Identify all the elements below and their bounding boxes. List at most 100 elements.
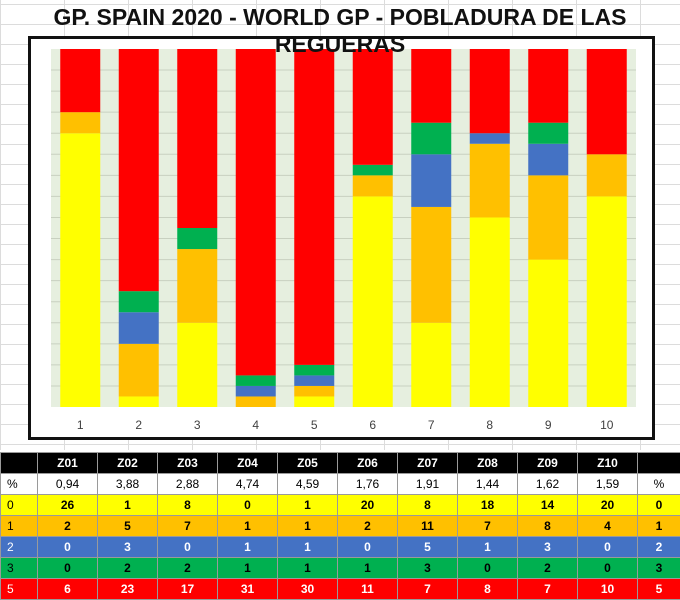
bar-segment-0 (528, 260, 568, 407)
table-row-5: 5 6 23 17 31 30 11 7 8 7 10 5 (1, 579, 680, 600)
table-cell: 1,62 (518, 474, 578, 495)
bar-segment-5 (528, 49, 568, 123)
table-cell: 6 (38, 579, 98, 600)
bar-segment-1 (60, 112, 100, 133)
bar-segment-0 (470, 217, 510, 407)
table-cell: 20 (578, 495, 638, 516)
table-cell: 0 (38, 558, 98, 579)
bar-segment-3 (177, 228, 217, 249)
table-cell: 8 (458, 579, 518, 600)
bar-segment-1 (353, 175, 393, 196)
bar-segment-1 (587, 154, 627, 196)
table-cell: 1,59 (578, 474, 638, 495)
table-cell: 1 (218, 537, 278, 558)
table-cell: 2 (158, 558, 218, 579)
table-cell: 18 (458, 495, 518, 516)
table-cell: 0,94 (38, 474, 98, 495)
table-row-percent: % 0,94 3,88 2,88 4,74 4,59 1,76 1,91 1,4… (1, 474, 680, 495)
bar-segment-5 (411, 49, 451, 123)
table-cell: 1 (218, 516, 278, 537)
zone-header: Z02 (98, 453, 158, 474)
bar-segment-3 (294, 365, 334, 376)
bar-segment-2 (236, 386, 276, 397)
bar-segment-0 (587, 196, 627, 407)
table-cell: 1 (218, 558, 278, 579)
table-cell: 3 (518, 537, 578, 558)
table-row-2: 2 0 3 0 1 1 0 5 1 3 0 2 (1, 537, 680, 558)
bar-segment-0 (353, 196, 393, 407)
bar-segment-2 (119, 312, 159, 344)
x-tick-label: 7 (428, 418, 435, 432)
table-cell: 0 (158, 537, 218, 558)
table-cell: 8 (398, 495, 458, 516)
table-cell: 7 (458, 516, 518, 537)
table-cell: 2 (38, 516, 98, 537)
bar-segment-1 (411, 207, 451, 323)
row-label: 5 (1, 579, 38, 600)
table-cell: 7 (158, 516, 218, 537)
table-corner (1, 453, 38, 474)
table-cell: 7 (518, 579, 578, 600)
table-cell: 3 (398, 558, 458, 579)
table-cell: 31 (218, 579, 278, 600)
bar-segment-1 (236, 396, 276, 407)
x-tick-label: 3 (194, 418, 201, 432)
bar-segment-3 (236, 375, 276, 386)
table-cell: 23 (98, 579, 158, 600)
table-cell: 10 (578, 579, 638, 600)
table-cell: 14 (518, 495, 578, 516)
table-cell: 0 (338, 537, 398, 558)
row-label-right: 2 (638, 537, 680, 558)
table-cell: 1 (278, 558, 338, 579)
bar-segment-0 (411, 323, 451, 407)
x-tick-label: 8 (486, 418, 493, 432)
row-label-right: % (638, 474, 680, 495)
table-row-0: 0 26 1 8 0 1 20 8 18 14 20 0 (1, 495, 680, 516)
bar-segment-2 (528, 144, 568, 176)
bar-segment-0 (177, 323, 217, 407)
table-cell: 4 (578, 516, 638, 537)
table-cell: 1 (338, 558, 398, 579)
table-cell: 26 (38, 495, 98, 516)
bar-segment-1 (294, 386, 334, 397)
table-cell: 2,88 (158, 474, 218, 495)
table-cell: 8 (518, 516, 578, 537)
table-cell: 3 (98, 537, 158, 558)
bar-segment-3 (353, 165, 393, 176)
table-cell: 1 (278, 537, 338, 558)
bar-segment-1 (528, 175, 568, 259)
table-cell: 7 (398, 579, 458, 600)
table-cell: 11 (338, 579, 398, 600)
row-label-right: 3 (638, 558, 680, 579)
table-corner-right (638, 453, 680, 474)
bar-segment-0 (60, 133, 100, 407)
bar-segment-3 (411, 123, 451, 155)
row-label: 1 (1, 516, 38, 537)
table-cell: 2 (518, 558, 578, 579)
zone-header: Z09 (518, 453, 578, 474)
table-cell: 1,91 (398, 474, 458, 495)
zone-header: Z04 (218, 453, 278, 474)
table-cell: 1,76 (338, 474, 398, 495)
bar-segment-3 (528, 123, 568, 144)
page-title: GP. SPAIN 2020 - WORLD GP - POBLADURA DE… (0, 4, 680, 58)
x-tick-label: 2 (135, 418, 142, 432)
zone-header: Z08 (458, 453, 518, 474)
row-label: % (1, 474, 38, 495)
table-header-row: Z01 Z02 Z03 Z04 Z05 Z06 Z07 Z08 Z09 Z10 (1, 453, 680, 474)
bar-segment-5 (353, 49, 393, 165)
bar-segment-5 (60, 49, 100, 112)
bar-segment-5 (470, 49, 510, 133)
table-cell: 4,74 (218, 474, 278, 495)
x-tick-label: 1 (77, 418, 84, 432)
table-cell: 5 (398, 537, 458, 558)
row-label: 3 (1, 558, 38, 579)
table-row-1: 1 2 5 7 1 1 2 11 7 8 4 1 (1, 516, 680, 537)
table-cell: 0 (458, 558, 518, 579)
table-cell: 1 (98, 495, 158, 516)
row-label-right: 1 (638, 516, 680, 537)
table-row-3: 3 0 2 2 1 1 1 3 0 2 0 3 (1, 558, 680, 579)
table-cell: 0 (578, 537, 638, 558)
